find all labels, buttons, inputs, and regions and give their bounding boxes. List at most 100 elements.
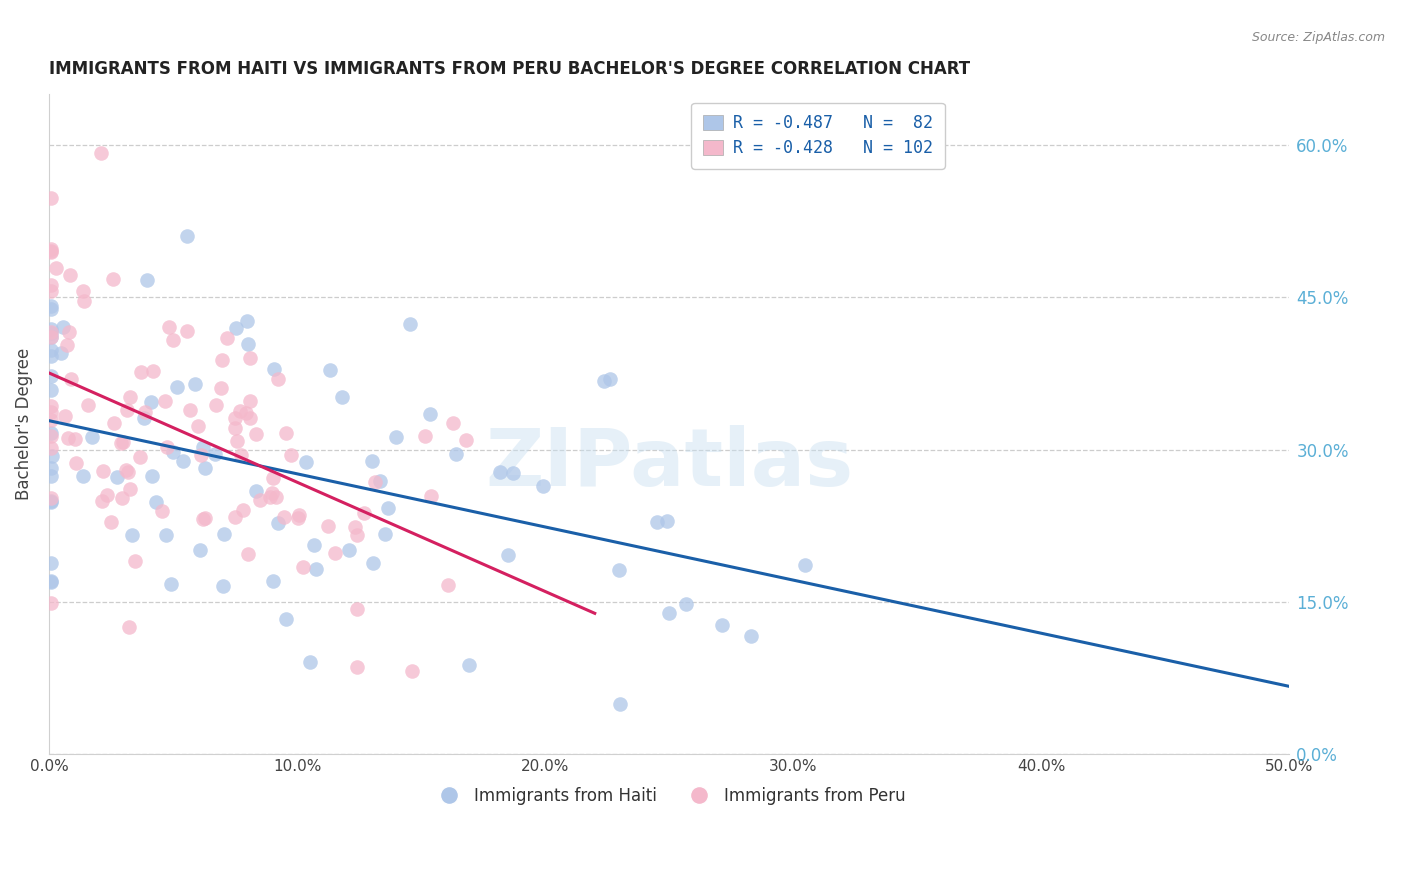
Point [209, 381, 232, 395]
Point [280, 448, 302, 462]
Point [41, 278, 63, 293]
Point [239, 411, 262, 425]
Text: ZIPatlas: ZIPatlas [485, 425, 853, 503]
Point [52, 319, 75, 334]
Point [259, 491, 281, 505]
Point [204, 447, 226, 461]
Point [90, 146, 112, 161]
Point [96, 488, 118, 502]
Point [110, 436, 132, 450]
Point [41, 468, 63, 483]
Point [415, 428, 437, 442]
Point [299, 656, 322, 670]
Point [124, 554, 146, 568]
Point [41, 413, 63, 427]
Point [41, 450, 63, 464]
Point [740, 629, 762, 643]
Point [100, 516, 122, 530]
Point [444, 447, 467, 461]
Point [41, 368, 63, 383]
Point [205, 398, 228, 412]
Point [176, 324, 198, 338]
Point [41, 325, 63, 339]
Point [41, 302, 63, 317]
Point [183, 377, 205, 392]
Point [41, 574, 63, 588]
Point [63, 432, 86, 446]
Point [263, 362, 285, 376]
Point [232, 503, 254, 517]
Point [236, 336, 259, 351]
Point [41, 299, 63, 313]
Point [41, 244, 63, 259]
Point [60, 372, 83, 386]
Point [273, 509, 295, 524]
Point [658, 606, 681, 620]
Point [58, 325, 80, 339]
Point [190, 448, 212, 462]
Point [41, 596, 63, 610]
Point [41, 556, 63, 570]
Point [343, 520, 366, 534]
Point [655, 515, 678, 529]
Point [374, 526, 396, 541]
Point [399, 317, 422, 331]
Point [159, 576, 181, 591]
Point [56, 338, 79, 352]
Point [496, 548, 519, 562]
Point [115, 403, 138, 417]
Point [41, 349, 63, 363]
Point [41, 575, 63, 590]
Point [142, 364, 165, 378]
Point [599, 372, 621, 386]
Point [401, 664, 423, 678]
Point [103, 416, 125, 430]
Point [162, 333, 184, 347]
Point [645, 515, 668, 529]
Point [72, 285, 94, 299]
Point [73, 294, 96, 309]
Point [91, 465, 114, 479]
Point [217, 331, 239, 345]
Point [166, 379, 188, 393]
Point [156, 440, 179, 454]
Point [41, 326, 63, 340]
Point [162, 445, 184, 459]
Point [229, 404, 252, 418]
Point [332, 390, 354, 404]
Point [72, 468, 94, 483]
Point [56, 431, 79, 445]
Point [231, 449, 253, 463]
Point [346, 660, 368, 674]
Point [262, 471, 284, 485]
Point [287, 511, 309, 525]
Point [118, 483, 141, 497]
Point [82, 430, 104, 444]
Point [41, 495, 63, 509]
Point [150, 504, 173, 518]
Point [502, 466, 524, 480]
Point [90, 493, 112, 508]
Point [420, 489, 443, 503]
Point [129, 365, 152, 379]
Point [245, 483, 267, 498]
Point [224, 510, 246, 524]
Point [194, 461, 217, 475]
Point [531, 479, 554, 493]
Point [41, 441, 63, 455]
Point [292, 560, 315, 574]
Point [117, 465, 139, 479]
Point [337, 542, 360, 557]
Point [236, 547, 259, 561]
Point [179, 402, 201, 417]
Point [155, 527, 177, 541]
Point [103, 272, 125, 286]
Point [224, 421, 246, 435]
Point [260, 486, 283, 500]
Point [59, 268, 82, 282]
Point [134, 405, 156, 419]
Point [41, 405, 63, 419]
Point [41, 343, 63, 358]
Point [111, 435, 134, 450]
Point [141, 468, 163, 483]
